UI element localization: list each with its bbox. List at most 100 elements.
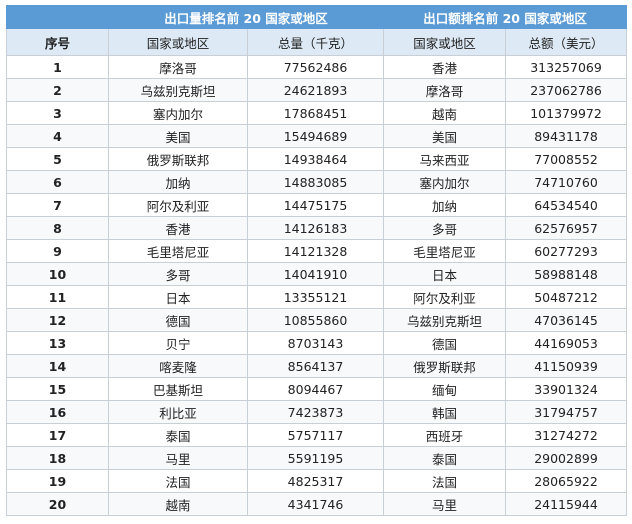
amount-cell: 64534540: [505, 193, 628, 217]
rank-cell: 19: [6, 469, 109, 493]
column-header: 序号: [6, 28, 109, 56]
amount-cell: 14938464: [246, 147, 385, 171]
amount-cell: 14041910: [246, 262, 385, 286]
amount-cell: 33901324: [505, 377, 628, 401]
amount-cell: 74710760: [505, 170, 628, 194]
country-cell: 多哥: [383, 216, 507, 240]
rank-cell: 17: [6, 423, 109, 447]
country-cell: 美国: [383, 124, 507, 148]
country-cell: 马来西亚: [383, 147, 507, 171]
table-row: 16 利比亚 7423873 韩国 31794757: [6, 400, 628, 424]
amount-cell: 15494689: [246, 124, 385, 148]
table-row: 13 贝宁 8703143 德国 44169053: [6, 331, 628, 355]
amount-cell: 17868451: [246, 101, 385, 125]
column-header: 总额（美元）: [505, 28, 628, 56]
table-row: 6 加纳 14883085 塞内加尔 74710760: [6, 170, 628, 194]
country-cell: 毛里塔尼亚: [383, 239, 507, 263]
rank-cell: 15: [6, 377, 109, 401]
table-row: 20 越南 4341746 马里 24115944: [6, 492, 628, 516]
rank-cell: 12: [6, 308, 109, 332]
rank-cell: 1: [6, 55, 109, 79]
rank-cell: 18: [6, 446, 109, 470]
country-cell: 美国: [108, 124, 248, 148]
table-row: 11 日本 13355121 阿尔及利亚 50487212: [6, 285, 628, 309]
country-cell: 泰国: [108, 423, 248, 447]
country-cell: 加纳: [108, 170, 248, 194]
country-cell: 俄罗斯联邦: [108, 147, 248, 171]
country-cell: 缅甸: [383, 377, 507, 401]
country-cell: 俄罗斯联邦: [383, 354, 507, 378]
amount-cell: 13355121: [246, 285, 385, 309]
table-row: 5 俄罗斯联邦 14938464 马来西亚 77008552: [6, 147, 628, 171]
country-cell: 越南: [383, 101, 507, 125]
country-cell: 德国: [108, 308, 248, 332]
amount-cell: 41150939: [505, 354, 628, 378]
amount-cell: 10855860: [246, 308, 385, 332]
amount-cell: 29002899: [505, 446, 628, 470]
country-cell: 日本: [108, 285, 248, 309]
amount-cell: 101379972: [505, 101, 628, 125]
table-row: 1 摩洛哥 77562486 香港 313257069: [6, 55, 628, 79]
country-cell: 马里: [108, 446, 248, 470]
amount-cell: 14121328: [246, 239, 385, 263]
blank-cell: [6, 5, 109, 29]
rank-cell: 20: [6, 492, 109, 516]
country-cell: 马里: [383, 492, 507, 516]
table-row: 4 美国 15494689 美国 89431178: [6, 124, 628, 148]
country-cell: 西班牙: [383, 423, 507, 447]
table-row: 19 法国 4825317 法国 28065922: [6, 469, 628, 493]
country-cell: 巴基斯坦: [108, 377, 248, 401]
rank-cell: 9: [6, 239, 109, 263]
country-cell: 韩国: [383, 400, 507, 424]
country-cell: 阿尔及利亚: [108, 193, 248, 217]
amount-cell: 60277293: [505, 239, 628, 263]
country-cell: 法国: [108, 469, 248, 493]
amount-cell: 62576957: [505, 216, 628, 240]
column-header: 国家或地区: [383, 28, 507, 56]
country-cell: 利比亚: [108, 400, 248, 424]
column-header: 国家或地区: [108, 28, 248, 56]
table-row: 3 塞内加尔 17868451 越南 101379972: [6, 101, 628, 125]
country-cell: 乌兹别克斯坦: [108, 78, 248, 102]
country-cell: 香港: [383, 55, 507, 79]
table-row: 2 乌兹别克斯坦 24621893 摩洛哥 237062786: [6, 78, 628, 102]
country-cell: 喀麦隆: [108, 354, 248, 378]
rank-cell: 13: [6, 331, 109, 355]
table-body: 1 摩洛哥 77562486 香港 313257069 2 乌兹别克斯坦 24621893 摩洛…: [6, 55, 628, 516]
country-cell: 泰国: [383, 446, 507, 470]
group-header: 出口额排名前 20 国家或地区: [383, 5, 628, 29]
amount-cell: 31274272: [505, 423, 628, 447]
amount-cell: 24115944: [505, 492, 628, 516]
amount-cell: 89431178: [505, 124, 628, 148]
amount-cell: 47036145: [505, 308, 628, 332]
rank-cell: 7: [6, 193, 109, 217]
table-row: 17 泰国 5757117 西班牙 31274272: [6, 423, 628, 447]
country-cell: 阿尔及利亚: [383, 285, 507, 309]
country-cell: 加纳: [383, 193, 507, 217]
amount-cell: 8564137: [246, 354, 385, 378]
amount-cell: 4825317: [246, 469, 385, 493]
table-row: 8 香港 14126183 多哥 62576957: [6, 216, 628, 240]
group-header-row: 出口量排名前 20 国家或地区 出口额排名前 20 国家或地区: [6, 5, 628, 29]
country-cell: 日本: [383, 262, 507, 286]
rank-cell: 11: [6, 285, 109, 309]
amount-cell: 8094467: [246, 377, 385, 401]
amount-cell: 77562486: [246, 55, 385, 79]
amount-cell: 58988148: [505, 262, 628, 286]
table-row: 18 马里 5591195 泰国 29002899: [6, 446, 628, 470]
amount-cell: 14475175: [246, 193, 385, 217]
rank-cell: 4: [6, 124, 109, 148]
country-cell: 乌兹别克斯坦: [383, 308, 507, 332]
amount-cell: 7423873: [246, 400, 385, 424]
table-row: 15 巴基斯坦 8094467 缅甸 33901324: [6, 377, 628, 401]
export-table: 出口量排名前 20 国家或地区 出口额排名前 20 国家或地区 序号 国家或地区…: [6, 5, 628, 516]
rank-cell: 10: [6, 262, 109, 286]
country-cell: 贝宁: [108, 331, 248, 355]
amount-cell: 237062786: [505, 78, 628, 102]
amount-cell: 8703143: [246, 331, 385, 355]
country-cell: 摩洛哥: [108, 55, 248, 79]
country-cell: 越南: [108, 492, 248, 516]
table-row: 9 毛里塔尼亚 14121328 毛里塔尼亚 60277293: [6, 239, 628, 263]
amount-cell: 28065922: [505, 469, 628, 493]
